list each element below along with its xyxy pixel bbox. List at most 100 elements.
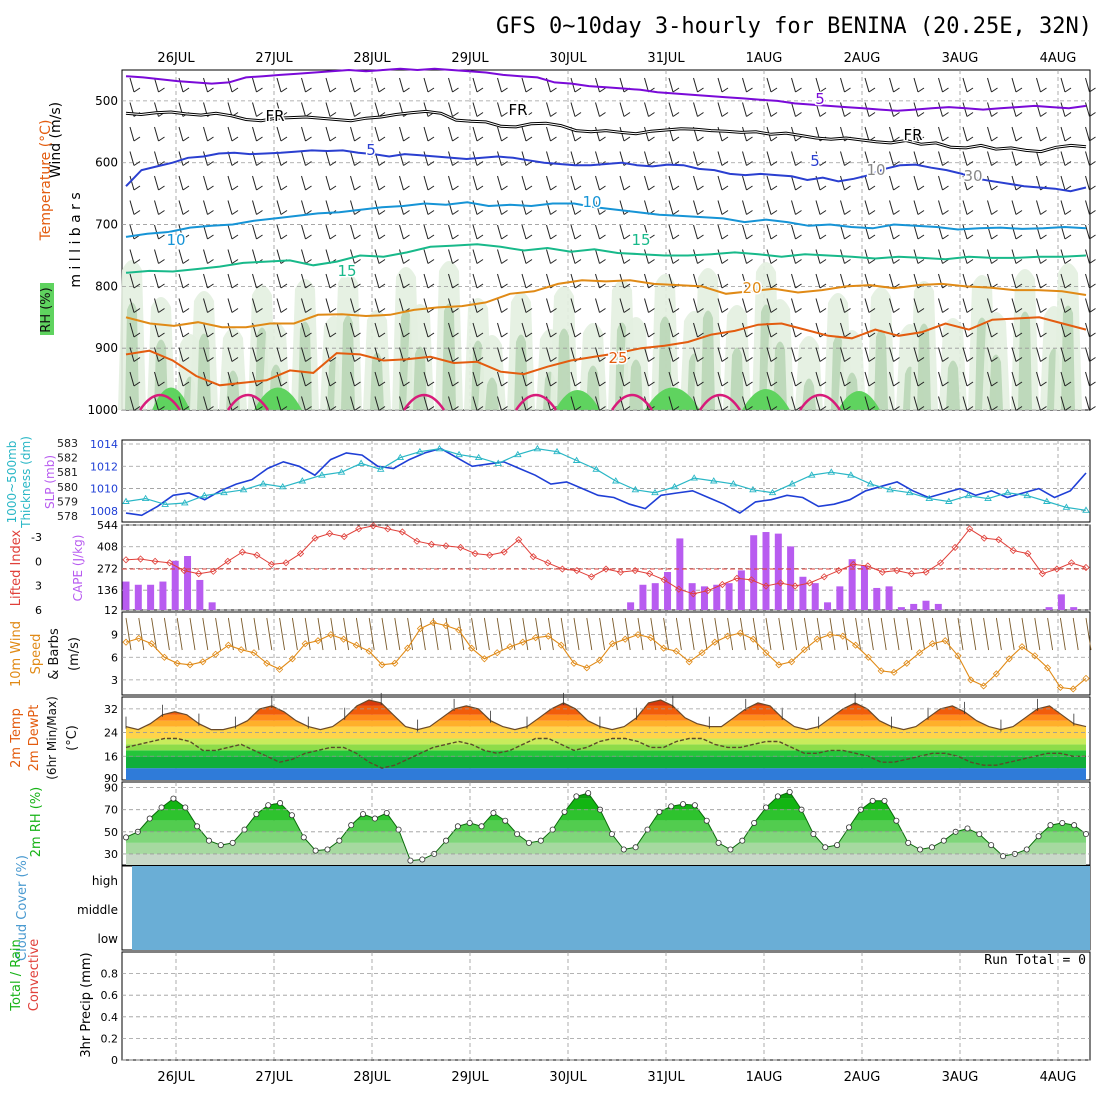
rh-marker [288, 812, 295, 819]
wind-barb [448, 126, 453, 142]
wind-barb [693, 77, 698, 93]
surface-wind-barb [202, 617, 209, 651]
wind-barb [1036, 347, 1041, 362]
contour-label: FR [265, 107, 284, 125]
wind-barb-flag [746, 136, 753, 142]
wind-barb [325, 77, 331, 93]
wind-barb [1036, 77, 1041, 93]
wind-barb [423, 249, 429, 264]
wind-barb-flag [942, 87, 949, 93]
wind-barb [1011, 102, 1017, 117]
surface-wind-barb [560, 617, 567, 651]
wind-barb [815, 371, 821, 387]
wind-barb-flag [966, 381, 974, 387]
wind-barb-flag [476, 136, 484, 142]
slp-tick: 1014 [90, 438, 118, 451]
wind-barb-flag [893, 210, 900, 215]
wind-barb [595, 322, 600, 338]
rh-line [125, 791, 1087, 862]
wind-barb-flag [1064, 161, 1072, 166]
wind-speed-marker [916, 649, 924, 657]
wind-barb [374, 126, 380, 142]
wind-barb-flag [844, 406, 851, 411]
wind-barb-flag [868, 381, 876, 387]
wind-barb [301, 298, 306, 313]
wind-barb [301, 175, 306, 191]
wind-barb [791, 224, 796, 240]
wind-barb-flag [501, 136, 508, 142]
wind-barb [252, 371, 257, 387]
wind-barb [938, 298, 943, 313]
wind-barb [129, 249, 135, 264]
rh-shade-mid [442, 303, 456, 410]
axis-label-thickness-1: 1000~500mb [5, 441, 19, 524]
rh-shade-mid [557, 328, 571, 410]
wind-barb-flag [427, 308, 435, 313]
thickness-axis-title: 1000~500mb Thickness (dm) [5, 436, 33, 529]
axis-label-precip: 3hr Precip (mm) [79, 952, 94, 1057]
wind-barb [1060, 396, 1066, 411]
precip-tick: 0.4 [101, 1011, 119, 1024]
day-label-top: 27JUL [255, 51, 293, 66]
temp-band [126, 744, 1086, 751]
wind-barb [1036, 298, 1041, 313]
thickness-tick: 580 [57, 481, 78, 494]
wind-barb-flag [795, 332, 802, 338]
wind-barb [301, 200, 306, 215]
wind-barb-flag [942, 161, 949, 166]
wind-barb [546, 249, 551, 264]
lifted-index-marker [442, 542, 450, 550]
lifted-index-marker [529, 553, 537, 561]
wind-barb [742, 77, 747, 93]
wind-barb-flag [844, 87, 851, 93]
surface-wind-barb [893, 617, 900, 651]
wind-barb [840, 224, 845, 240]
wind-barb [472, 224, 478, 240]
wind-barb [962, 126, 968, 142]
wind-barb [717, 298, 723, 313]
surface-wind-barb [650, 617, 657, 651]
rh-marker [170, 795, 177, 802]
rh-marker [893, 817, 900, 824]
day-label-bottom: 29JUL [451, 1070, 489, 1085]
wind-barb [227, 347, 233, 362]
wind-barb [1036, 151, 1041, 166]
rh-marker [703, 817, 710, 824]
precip-unit-title: 3hr Precip (mm) [79, 952, 94, 1057]
cape-bar [848, 559, 856, 610]
wind-barb-flag [378, 234, 386, 240]
wind-barb [1011, 322, 1017, 338]
wind-barb [350, 273, 355, 289]
wind-barb [178, 396, 184, 411]
wind-barb-flag [917, 308, 925, 313]
pressure-tick: 500 [95, 94, 118, 108]
thickness-marker [337, 468, 346, 475]
slp-tick: 1008 [90, 505, 118, 518]
wind-barb-flag [868, 234, 876, 240]
wind-barb-flag [231, 308, 239, 313]
wind-barb [1011, 151, 1017, 166]
wind-barb [129, 273, 135, 289]
wind-speed-marker [724, 632, 732, 640]
wind-barb-flag [329, 308, 337, 313]
wind-barb-flag [1064, 185, 1072, 191]
isotherm-25 [125, 316, 1087, 387]
wind-barb-flag [868, 112, 876, 117]
wind-barb [693, 102, 698, 117]
wind-barb [276, 347, 282, 362]
wind-barb-flag [1040, 308, 1047, 313]
cape-bar [688, 583, 696, 610]
wind-barb [350, 371, 355, 387]
wind-barb [595, 151, 600, 166]
wind-speed-marker [122, 638, 130, 646]
wind-barb [497, 175, 502, 191]
lifted-index-marker [311, 534, 319, 542]
wind-barb [472, 396, 478, 411]
wind-barb [1011, 224, 1017, 240]
wind-barb-flag [1040, 87, 1047, 93]
li-tick: 6 [35, 604, 42, 617]
wind-barb [791, 347, 796, 362]
surface-wind-barb [663, 617, 670, 651]
wind-speed-marker [506, 643, 514, 651]
wind-barb-flag [844, 357, 851, 362]
